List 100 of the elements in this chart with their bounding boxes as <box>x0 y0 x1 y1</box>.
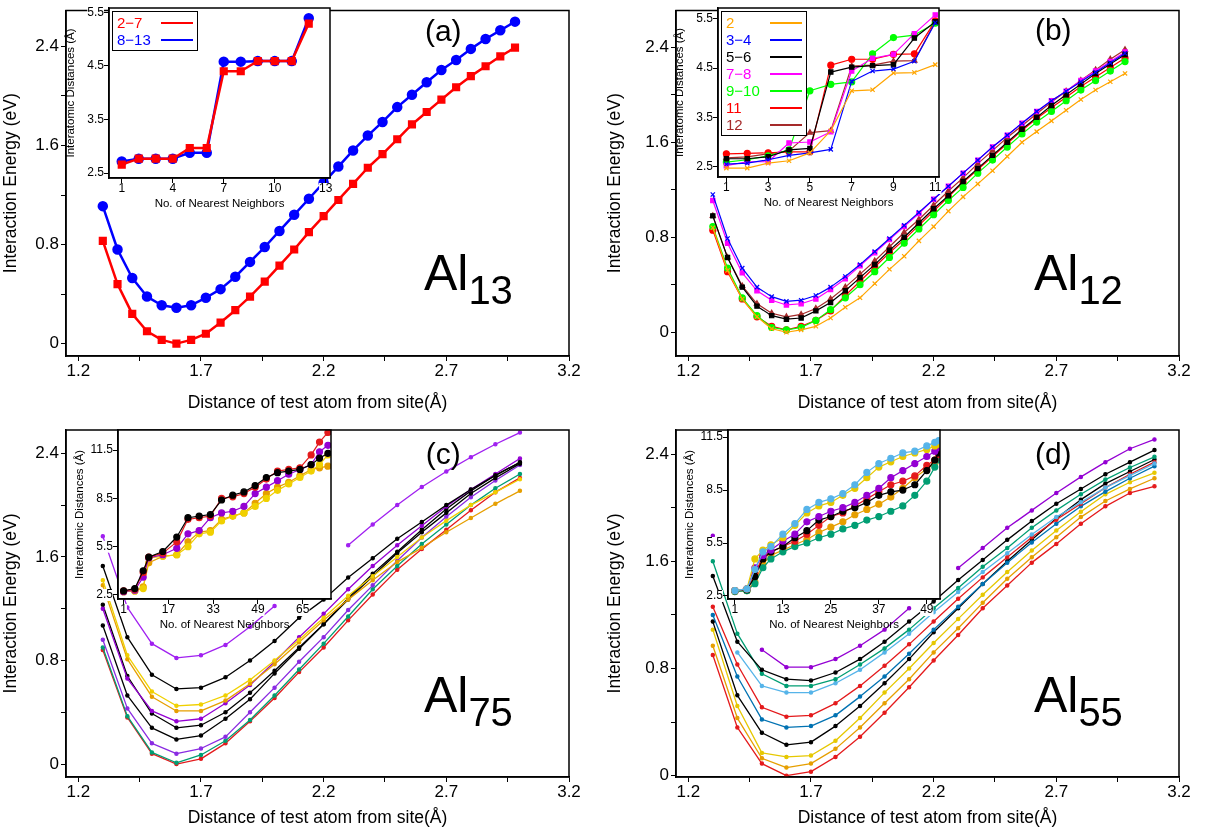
x-tick-label: 2.2 <box>311 361 336 381</box>
y-tick-label: 5.5 <box>96 539 114 553</box>
x-axis-title: No. of Nearest Neighbors <box>154 197 285 210</box>
annotation: Al$_{13}$ <box>423 245 513 312</box>
annotation: Al$_{55}$ <box>1033 666 1123 734</box>
y-tick-label: 2.5 <box>696 158 714 173</box>
annotation: Al$_{12}$ <box>1033 244 1123 312</box>
annotation: (c) <box>425 437 461 471</box>
legend-label: 2−7 <box>117 14 143 31</box>
legend-label: 11 <box>726 99 742 116</box>
x-tick-label: 1 <box>118 181 126 196</box>
x-tick-label: 13 <box>776 602 790 617</box>
x-tick-label: 3.2 <box>1167 782 1191 802</box>
y-tick-label: 3.5 <box>696 109 714 124</box>
x-tick-label: 1 <box>731 602 739 617</box>
y-tick-label: 2.4 <box>645 443 669 463</box>
x-tick-label: 9 <box>890 180 898 195</box>
x-tick-label: 7 <box>220 181 228 196</box>
y-tick-label: 0.8 <box>645 226 669 246</box>
legend-label: 8−13 <box>117 31 151 48</box>
y-tick-label: 8.5 <box>96 490 114 505</box>
y-tick-label: 0 <box>49 753 59 773</box>
x-axis-title: No. of Nearest Neighbors <box>763 196 894 209</box>
x-tick-label: 10 <box>268 181 282 196</box>
y-axis-title: Interatomic Distances (Å) <box>73 449 86 580</box>
x-tick-label: 1.2 <box>676 361 701 381</box>
y-tick-label: 0.8 <box>35 234 59 254</box>
y-axis-title: Interaction Energy (eV) <box>604 93 625 274</box>
x-tick-label: 2.7 <box>1044 361 1069 381</box>
x-tick-label: 2.7 <box>434 361 459 381</box>
x-axis-title: Distance of test atom from site(Å) <box>187 807 448 828</box>
x-tick-label: 2.7 <box>1044 782 1069 802</box>
x-tick-label: 3.2 <box>557 361 581 381</box>
x-tick-label: 1.2 <box>66 361 91 381</box>
legend-label: 5−6 <box>726 48 752 65</box>
y-tick-label: 1.6 <box>35 135 59 155</box>
y-tick-label: 1.6 <box>35 546 59 566</box>
y-tick-label: 1.6 <box>645 131 669 151</box>
y-tick-label: 2.5 <box>87 165 105 180</box>
annotation: (d) <box>1034 437 1072 471</box>
y-tick-label: 0.8 <box>645 658 669 678</box>
legend-label: 9−10 <box>726 82 760 99</box>
x-tick-label: 2.2 <box>921 782 946 802</box>
x-tick-label: 1 <box>120 602 128 617</box>
y-tick-label: 11.5 <box>700 429 724 444</box>
legend-label: 12 <box>726 116 743 133</box>
y-tick-label: 5.5 <box>87 4 105 19</box>
x-tick-label: 1.7 <box>189 782 213 802</box>
x-tick-label: 1.7 <box>189 361 213 381</box>
annotation: (b) <box>1034 12 1072 46</box>
y-tick-label: 4.5 <box>87 58 105 73</box>
y-tick-label: 5.5 <box>706 535 724 550</box>
y-tick-label: 2.4 <box>35 442 59 462</box>
x-tick-label: 4 <box>169 181 177 196</box>
x-tick-label: 2.2 <box>311 782 336 802</box>
y-tick-label: 2.4 <box>645 36 669 56</box>
x-tick-label: 49 <box>251 602 265 617</box>
y-tick-label: 2.5 <box>706 588 724 603</box>
annotation: (a) <box>424 13 462 47</box>
x-tick-label: 37 <box>872 602 886 617</box>
legend-label: 2 <box>726 14 735 31</box>
x-tick-label: 3.2 <box>1167 361 1191 381</box>
y-tick-label: 4.5 <box>696 60 714 75</box>
x-tick-label: 65 <box>296 602 310 617</box>
y-tick-label: 0 <box>49 333 59 353</box>
y-tick-label: 0 <box>659 765 669 785</box>
y-tick-label: 11.5 <box>90 442 114 457</box>
y-tick-label: 2.4 <box>35 36 59 56</box>
x-tick-label: 1.7 <box>799 782 823 802</box>
x-axis-title: Distance of test atom from site(Å) <box>797 392 1058 413</box>
y-tick-label: 8.5 <box>706 482 724 497</box>
x-tick-label: 2.2 <box>921 361 946 381</box>
y-tick-label: 0 <box>659 321 669 341</box>
x-axis-title: Distance of test atom from site(Å) <box>797 807 1058 828</box>
y-tick-label: 2.5 <box>96 587 114 602</box>
annotation: Al$_{75}$ <box>423 666 513 734</box>
y-axis-title: Interaction Energy (eV) <box>0 93 21 274</box>
x-tick-label: 17 <box>161 602 176 617</box>
y-axis-title: Interaction Energy (eV) <box>0 513 21 694</box>
y-tick-label: 0.8 <box>35 650 59 670</box>
x-tick-label: 2.7 <box>434 782 459 802</box>
y-axis-title: Interaction Energy (eV) <box>604 513 625 694</box>
x-tick-label: 3 <box>764 180 772 195</box>
legend-label: 7−8 <box>726 65 752 82</box>
y-axis-title: Interatomic Distances (Å) <box>64 28 77 158</box>
x-tick-label: 1.2 <box>66 782 91 802</box>
x-tick-label: 25 <box>824 602 838 617</box>
x-tick-label: 1.7 <box>799 361 823 381</box>
legend-label: 3−4 <box>726 31 752 48</box>
x-tick-label: 5 <box>806 180 814 195</box>
x-tick-label: 7 <box>848 180 856 195</box>
x-axis-title: Distance of test atom from site(Å) <box>187 392 448 413</box>
y-tick-label: 1.6 <box>645 550 669 570</box>
x-tick-label: 1 <box>723 180 731 195</box>
x-tick-label: 13 <box>319 181 333 196</box>
x-tick-label: 1.2 <box>676 782 701 802</box>
y-tick-label: 5.5 <box>696 11 714 26</box>
x-tick-label: 49 <box>920 602 934 617</box>
y-axis-title: Interatomic Distances (Å) <box>683 449 696 580</box>
x-tick-label: 3.2 <box>557 782 581 802</box>
